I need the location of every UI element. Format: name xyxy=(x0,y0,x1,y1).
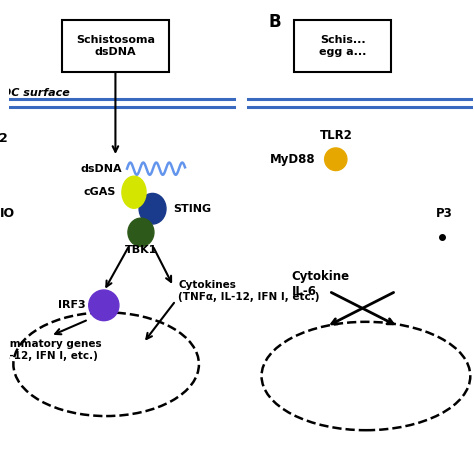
FancyBboxPatch shape xyxy=(294,20,392,72)
Text: DC surface: DC surface xyxy=(2,88,70,98)
Ellipse shape xyxy=(139,193,166,224)
Text: STING: STING xyxy=(173,204,211,214)
Text: MyD88: MyD88 xyxy=(270,153,316,166)
Text: TBK1: TBK1 xyxy=(125,245,157,255)
Text: Cytokine
IL-6: Cytokine IL-6 xyxy=(292,270,350,298)
Text: IRF3: IRF3 xyxy=(58,301,85,310)
Ellipse shape xyxy=(89,290,119,320)
Text: B: B xyxy=(268,13,281,31)
Text: TLR2: TLR2 xyxy=(319,129,352,142)
Ellipse shape xyxy=(325,148,347,171)
Text: dsDNA: dsDNA xyxy=(81,164,122,173)
Text: cGAS: cGAS xyxy=(83,187,116,197)
Text: Schis...
egg a...: Schis... egg a... xyxy=(319,36,366,57)
FancyBboxPatch shape xyxy=(62,20,169,72)
Text: P3: P3 xyxy=(436,207,452,220)
Text: Schistosoma
dsDNA: Schistosoma dsDNA xyxy=(76,36,155,57)
Text: lammatory genes
IL-12, IFN I, etc.): lammatory genes IL-12, IFN I, etc.) xyxy=(0,339,102,361)
Text: 2: 2 xyxy=(0,132,8,145)
Text: IO: IO xyxy=(0,207,15,220)
Ellipse shape xyxy=(122,176,146,208)
Ellipse shape xyxy=(128,218,154,246)
Text: Cytokines
(TNFα, IL-12, IFN I, etc.): Cytokines (TNFα, IL-12, IFN I, etc.) xyxy=(178,281,319,302)
